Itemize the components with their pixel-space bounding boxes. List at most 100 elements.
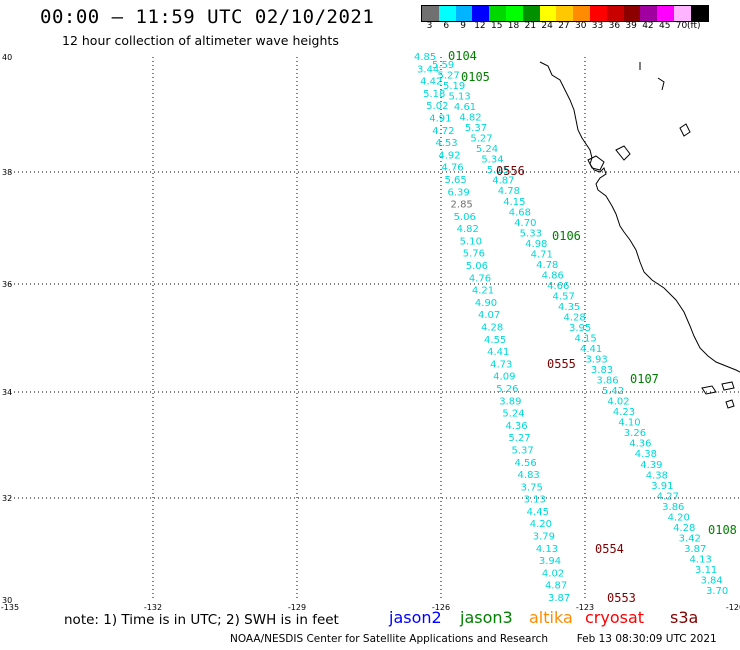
lat-label: 34 [2,388,12,397]
map-subtitle: 12 hour collection of altimeter wave hei… [62,33,339,48]
color-swatch [539,6,557,21]
track-b-wave-height: 4.10 [618,418,640,429]
track-a-wave-height: 4.13 [536,544,558,555]
track-a-wave-height: 3.94 [539,556,561,567]
track-b-wave-height: 4.38 [635,449,657,460]
color-scale-label: 15 [491,21,503,31]
color-swatch [455,6,473,21]
track-a-wave-height: 4.76 [469,273,491,284]
track-b-wave-height: 5.19 [443,81,465,92]
track-a-wave-height: 4.72 [432,126,454,137]
track-a-wave-height: 5.06 [454,212,476,223]
track-a-wave-height: 4.41 [487,347,509,358]
track-b-wave-height: 4.28 [564,312,586,323]
track-b-wave-height: 3.91 [651,481,673,492]
color-swatch [640,6,658,21]
lon-label: -132 [144,603,162,612]
pass-label: 0107 [630,372,659,386]
wave-height-color-scale [421,5,709,22]
track-a-wave-height: 4.76 [441,163,463,174]
color-swatch [673,6,691,21]
satellite-legend-item: jason3 [460,608,513,627]
footer: NOAA/NESDIS Center for Satellite Applica… [230,633,717,645]
track-b-wave-height: 4.82 [459,113,481,124]
california-coastline [539,61,740,373]
pass-label: 0556 [496,164,525,178]
altimeter-tracks: 4.853.44 4.425.185.024.91 4.724.534.92 4.76… [414,49,737,605]
pass-label: 0554 [595,542,624,556]
track-a-wave-height: 3.75 [521,482,543,493]
track-a-wave-height: 4.21 [472,286,494,297]
lat-label: 38 [2,168,12,177]
state-border-2 [657,77,665,91]
track-b-wave-height: 5.24 [476,144,498,155]
track-b-wave-height: 4.38 [646,470,668,481]
track-a-wave-height: 4.82 [457,224,479,235]
track-a-wave-height: 4.45 [527,507,549,518]
track-b-wave-height: 4.20 [668,512,690,523]
color-scale-label: 45 [659,21,671,31]
track-a-wave-height: 5.27 [508,433,530,444]
track-b-wave-height: 4.02 [607,397,629,408]
pass-label: 0108 [708,523,737,537]
note-text: note: 1) Time is in UTC; 2) SWH is in fe… [64,612,339,628]
color-swatch [438,6,456,21]
track-a-wave-height: 4.28 [481,323,503,334]
pass-label: 0553 [607,591,636,605]
track-b-wave-height: 4.36 [629,439,651,450]
color-scale-label: 9 [460,21,466,31]
track-a-wave-height: 4.73 [490,359,512,370]
track-a-wave-height: 4.56 [515,458,537,469]
track-b-wave-height: 4.98 [525,239,547,250]
color-scale-label: 18 [507,21,520,31]
color-scale-label: 30 [575,21,587,31]
track-b-wave-height: 5.15 [487,165,509,176]
track-a-wave-height: 6.39 [448,187,470,198]
track-a-wave-height: 5.65 [444,175,466,186]
color-scale-label: 21 [524,21,537,31]
track-a-wave-height: 4.20 [530,519,552,530]
color-swatch [556,6,574,21]
channel-island [701,385,717,395]
track-a-wave-height: 4.07 [478,310,500,321]
track-a-wave-height: 5.10 [460,236,482,247]
track-b-wave-height: 4.71 [531,249,553,260]
color-swatch [657,6,674,21]
track-b-wave-height: 3.86 [662,502,684,513]
lat-lon-grid: 40 38 36 34 32 30-135 -132 -129 -126 -123 -120 [1,53,740,612]
track-b-wave-height: 4.35 [558,302,580,313]
track-a-wave-height: 5.18 [423,89,445,100]
track-b-wave-height: 4.15 [503,197,525,208]
color-swatch [606,6,624,21]
color-swatch [573,6,590,21]
satellite-legend-item: jason2 [389,608,442,627]
track-b-wave-height: 3.87 [684,544,706,555]
track-b-wave-height: 5.37 [465,123,487,134]
color-swatch [690,6,708,21]
track-b-wave-height: 4.70 [514,218,536,229]
track-b-wave-height: 3.11 [695,565,717,576]
lon-label: -129 [288,603,306,612]
track-b-wave-height: 4.27 [657,491,679,502]
color-scale-label: 70 [675,21,688,31]
track-a-wave-height: 3.13 [524,495,546,506]
track-a-wave-height: 4.87 [545,581,567,592]
track-a-wave-height: 3.44 [417,64,439,75]
channel-island-2 [721,381,735,391]
track-b-wave-height: 4.87 [492,176,514,187]
track-a-wave-height: 4.85 [414,52,436,63]
track-b-wave-height: 4.39 [640,460,662,471]
satellite-legend-item: cryosat [585,608,645,627]
track-b-wave-height: 5.27 [437,71,459,82]
track-a-wave-height: 4.90 [475,298,497,309]
track-b-wave-height: 4.23 [613,407,635,418]
track-b-wave-height: 5.59 [432,60,454,71]
track-b-wave-height: 5.33 [520,228,542,239]
track-b-wave-height: 3.93 [585,355,607,366]
lat-label: 32 [2,494,12,503]
track-b-wave-height: 4.28 [673,523,695,534]
track-b-wave-height: 4.13 [690,554,712,565]
pass-label: 0555 [547,357,576,371]
